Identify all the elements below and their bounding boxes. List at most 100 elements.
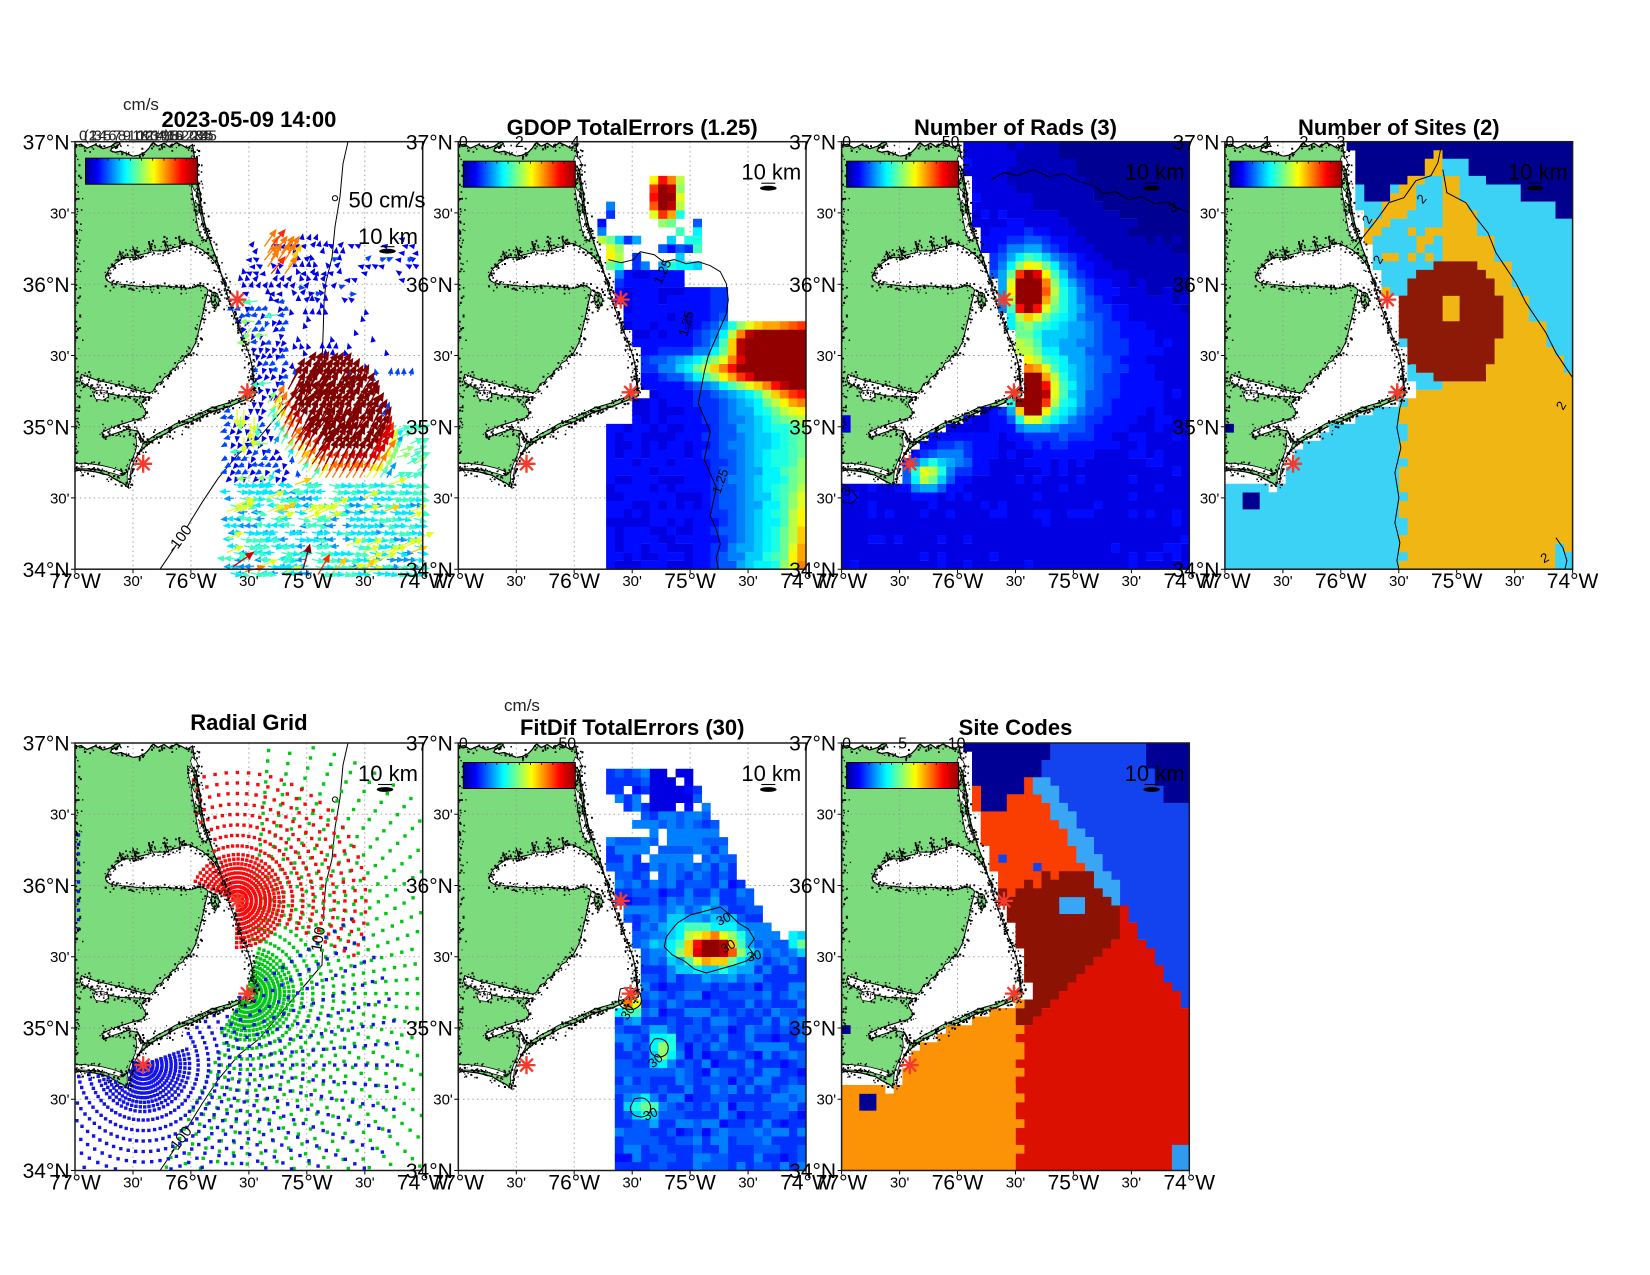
svg-text:30': 30' [1122,1175,1142,1192]
svg-text:45: 45 [200,128,217,145]
svg-text:30': 30' [433,949,453,966]
svg-text:75°W: 75°W [1048,570,1100,593]
svg-text:30': 30' [50,348,70,365]
svg-text:50: 50 [558,736,576,753]
svg-text:5: 5 [103,128,111,145]
svg-text:34°N: 34°N [406,559,453,582]
svg-text:FitDif TotalErrors (30): FitDif TotalErrors (30) [520,715,745,740]
svg-text:30': 30' [123,1175,143,1192]
svg-text:75°W: 75°W [1048,1172,1100,1195]
svg-text:30': 30' [433,490,453,507]
svg-text:5: 5 [898,736,907,753]
svg-text:30': 30' [506,1175,526,1192]
svg-text:30': 30' [890,1175,910,1192]
svg-text:75°W: 75°W [664,1172,716,1195]
svg-text:2: 2 [1299,134,1308,151]
svg-text:34°N: 34°N [406,1160,453,1183]
svg-text:23: 23 [191,128,208,145]
svg-text:75°W: 75°W [664,570,716,593]
svg-text:34°N: 34°N [789,1160,836,1183]
svg-text:30': 30' [50,807,70,824]
svg-text:16: 16 [166,128,183,145]
svg-text:30': 30' [50,205,70,222]
svg-text:0: 0 [1225,134,1234,151]
svg-text:30: 30 [745,947,763,965]
svg-text:2: 2 [515,134,524,151]
svg-text:30': 30' [433,807,453,824]
svg-text:30: 30 [718,936,738,956]
svg-text:4: 4 [571,134,580,151]
svg-text:75°W: 75°W [281,570,333,593]
svg-text:30': 30' [1273,573,1293,590]
svg-text:34°N: 34°N [1172,559,1219,582]
svg-text:37°N: 37°N [1172,131,1219,154]
svg-text:36°N: 36°N [789,875,836,898]
svg-text:30': 30' [817,1092,837,1109]
svg-text:30': 30' [1200,490,1220,507]
svg-text:74°W: 74°W [397,1172,449,1195]
svg-text:cm/s: cm/s [504,696,540,715]
svg-text:77°W: 77°W [816,570,868,593]
svg-text:37°N: 37°N [789,131,836,154]
svg-text:9: 9 [123,128,131,145]
svg-text:30: 30 [641,1104,660,1124]
svg-text:34°N: 34°N [23,1160,70,1183]
svg-text:76°W: 76°W [548,1172,600,1195]
svg-text:2&: 2& [186,128,204,145]
svg-text:4: 4 [98,128,106,145]
svg-text:2023-05-09 14:00: 2023-05-09 14:00 [161,107,336,132]
svg-text:1#: 1# [147,128,164,145]
svg-text:37°N: 37°N [406,131,453,154]
svg-text:36°N: 36°N [1172,274,1219,297]
svg-text:30': 30' [50,1092,70,1109]
svg-text:30': 30' [1200,205,1220,222]
svg-text:74°W: 74°W [780,570,832,593]
svg-text:76°W: 76°W [932,1172,984,1195]
svg-text:Site Codes: Site Codes [959,715,1073,740]
svg-text:30': 30' [1389,573,1409,590]
svg-text:cm/s: cm/s [123,95,159,114]
svg-text:3: 3 [94,128,102,145]
svg-text:77°W: 77°W [433,1172,485,1195]
svg-text:3#: 3# [195,128,212,145]
svg-text:74°W: 74°W [1164,1172,1216,1195]
svg-text:35°N: 35°N [789,1018,836,1041]
svg-text:30': 30' [1006,573,1026,590]
svg-text:13: 13 [142,128,159,145]
svg-text:0: 0 [79,128,87,145]
svg-text:0: 0 [459,736,468,753]
svg-text:7: 7 [113,128,121,145]
svg-text:30': 30' [738,1175,758,1192]
svg-text:0: 0 [842,736,851,753]
svg-text:9: 9 [176,128,184,145]
svg-text:35°N: 35°N [23,416,70,439]
svg-text:10 km: 10 km [358,224,418,249]
svg-text:4): 4) [157,128,170,145]
svg-text:35°N: 35°N [789,416,836,439]
svg-text:10: 10 [948,736,966,753]
svg-text:15: 15 [161,128,178,145]
svg-text:37°N: 37°N [23,733,70,756]
svg-text:30': 30' [123,573,143,590]
svg-text:30': 30' [622,1175,642,1192]
svg-text:1.25: 1.25 [675,309,696,337]
svg-text:30': 30' [817,490,837,507]
svg-text:35°N: 35°N [406,416,453,439]
svg-text:74°W: 74°W [1547,570,1599,593]
svg-text:30': 30' [817,205,837,222]
svg-text:37°N: 37°N [789,733,836,756]
svg-text:50 cm/s: 50 cm/s [348,188,425,213]
svg-text:77°W: 77°W [816,1172,868,1195]
svg-text:1: 1 [1262,134,1271,151]
svg-text:37°N: 37°N [406,733,453,756]
svg-text:10: 10 [128,128,145,145]
svg-text:76°W: 76°W [165,570,217,593]
svg-text:30': 30' [239,573,259,590]
svg-text:5: 5 [205,128,213,145]
svg-text:Radial Grid: Radial Grid [190,710,307,735]
svg-text:76°W: 76°W [548,570,600,593]
svg-text:30': 30' [50,490,70,507]
svg-text:35°N: 35°N [1172,416,1219,439]
svg-text:30': 30' [890,573,910,590]
svg-text:GDOP TotalErrors (1.25): GDOP TotalErrors (1.25) [507,115,758,140]
